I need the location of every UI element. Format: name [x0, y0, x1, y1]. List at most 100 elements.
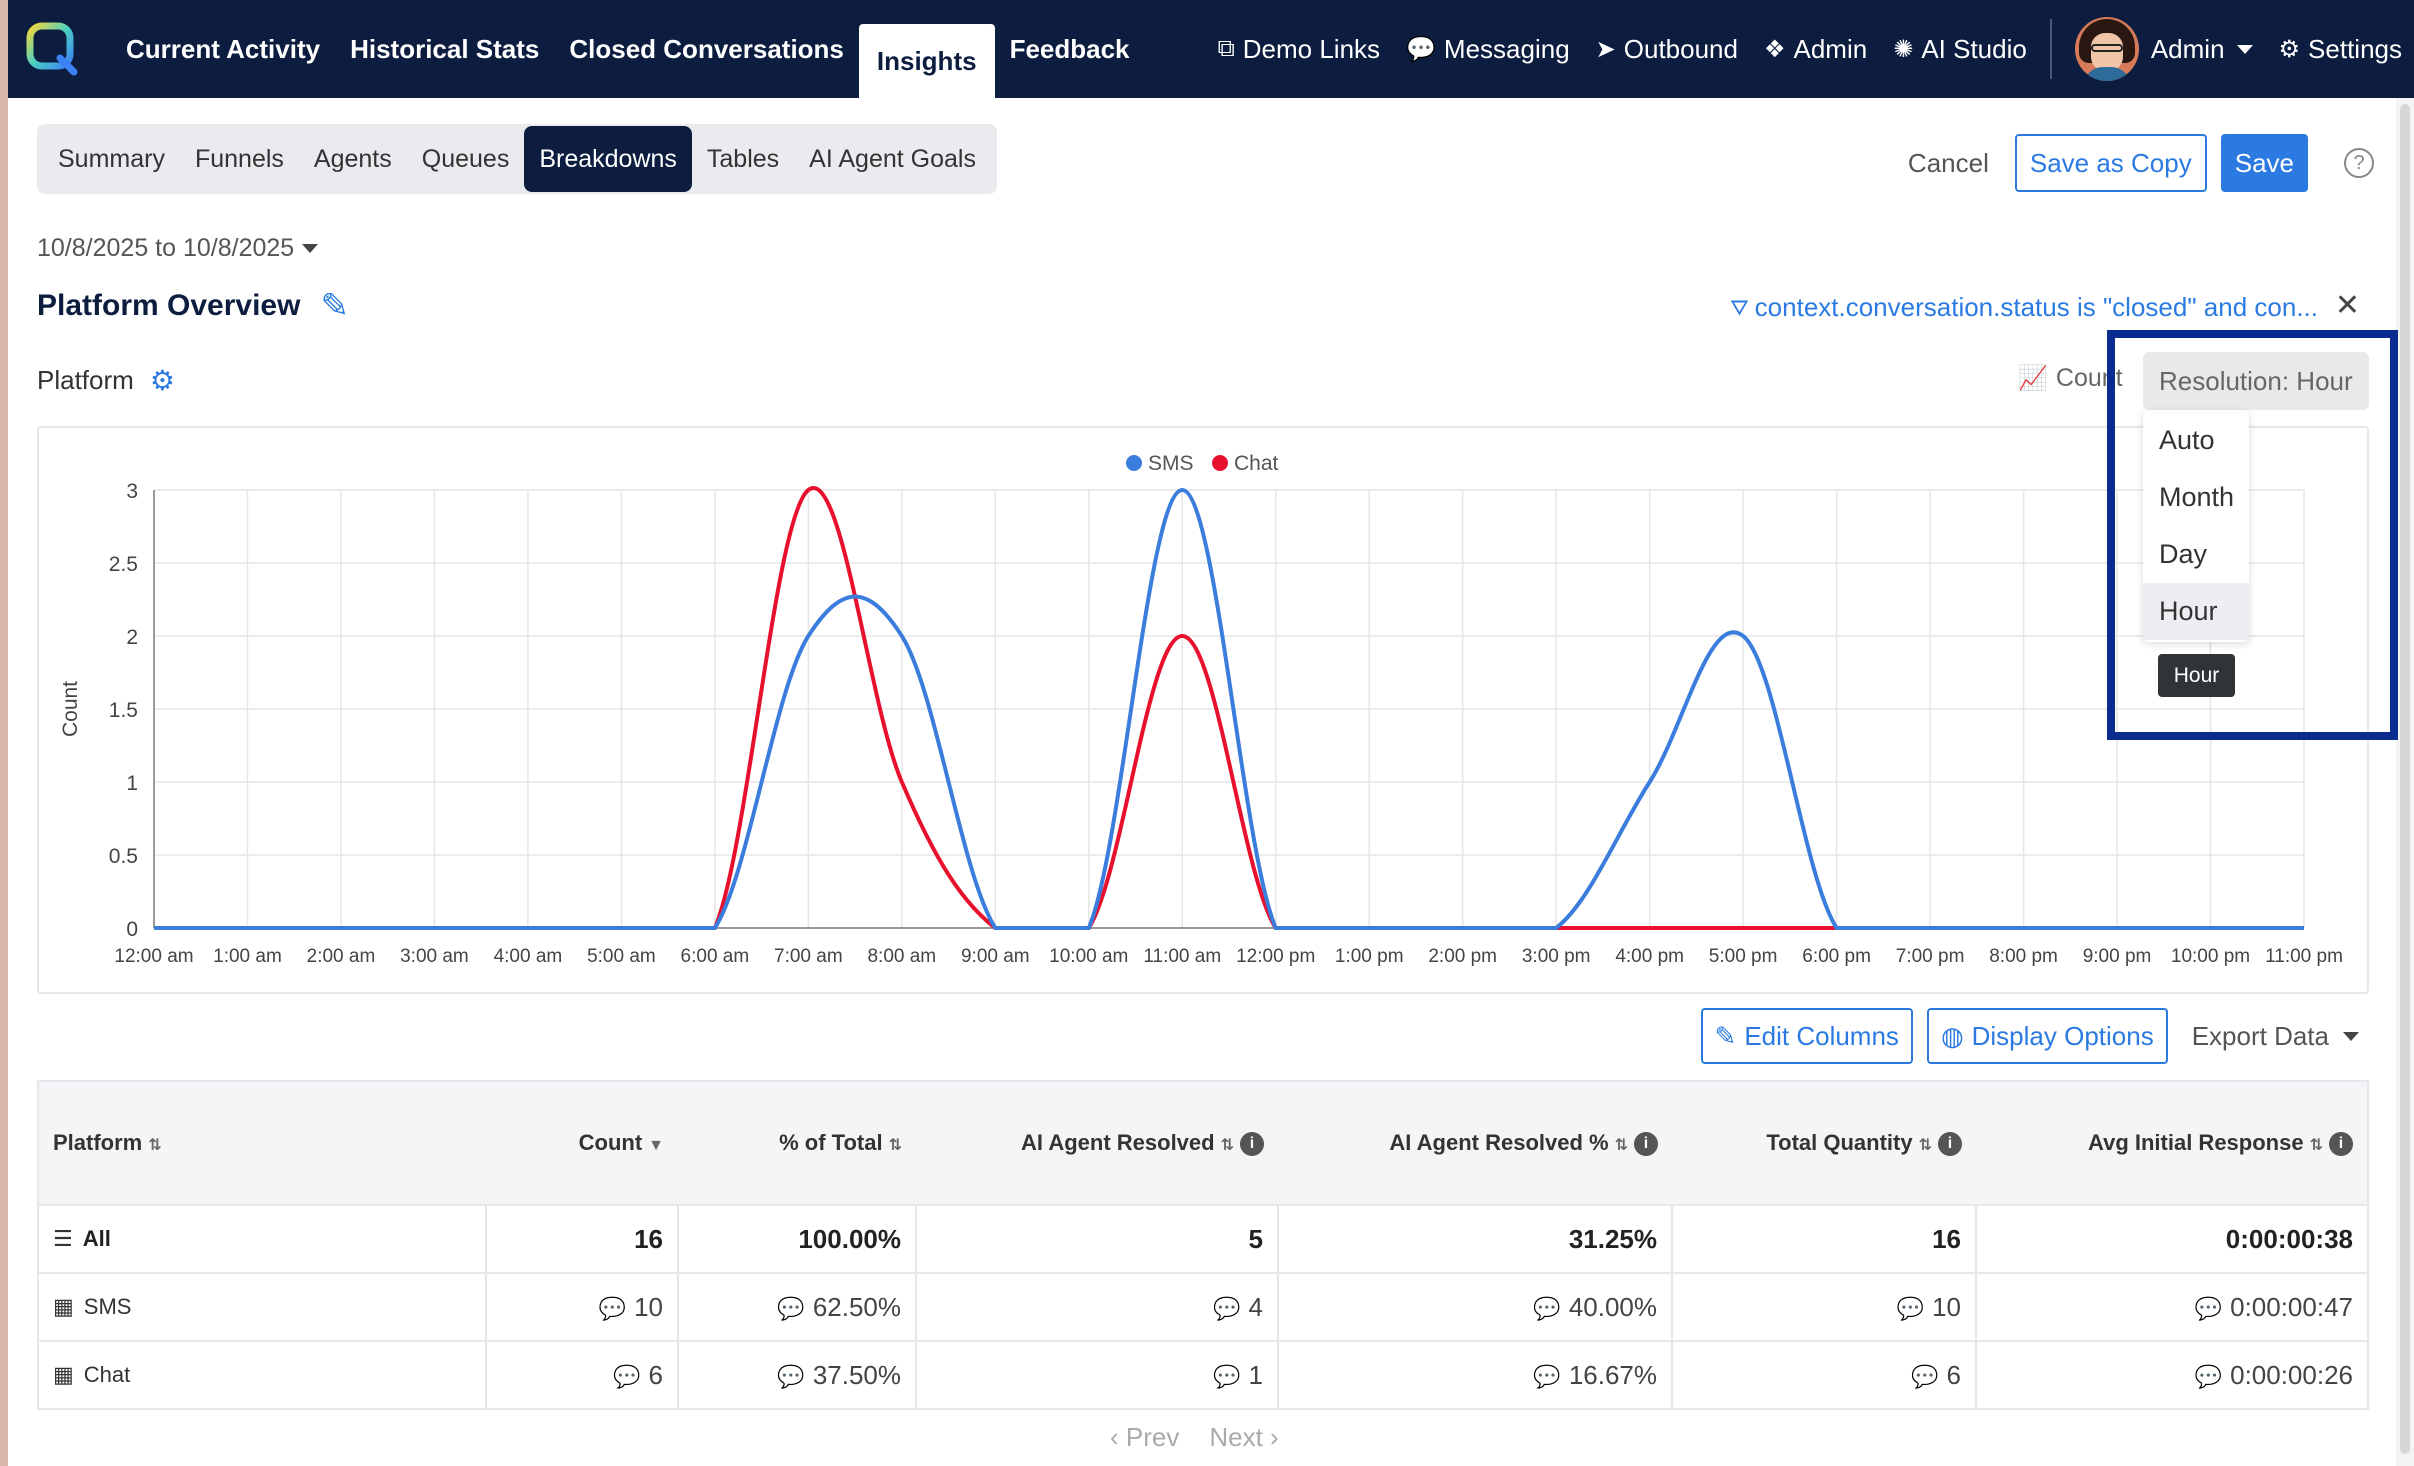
y-tick-label: 2: [126, 626, 138, 649]
date-range-label: 10/8/2025 to 10/8/2025: [37, 234, 295, 262]
y-tick-label: 1.5: [109, 699, 138, 722]
table-row-all[interactable]: ☰ All 16 100.00% 5 31.25% 16 0:00:00:38: [38, 1204, 2368, 1273]
tab-queues[interactable]: Queues: [421, 144, 510, 173]
col-total-quantity[interactable]: Total Quantity ⇅ i: [1672, 1081, 1976, 1205]
col-ai-resolved-pct[interactable]: AI Agent Resolved % ⇅ i: [1278, 1081, 1672, 1205]
prev-button[interactable]: ‹ Prev: [1110, 1422, 1180, 1452]
nav-outbound[interactable]: ➤ Outbound: [1583, 34, 1751, 65]
cell-count[interactable]: 💬 10: [485, 1272, 678, 1341]
nav-settings-label: Settings: [2308, 33, 2402, 64]
resolution-option-month[interactable]: Month: [2159, 482, 2235, 512]
info-icon[interactable]: i: [2329, 1132, 2353, 1157]
insights-subtabs: Summary Funnels Agents Queues Breakdowns…: [37, 124, 997, 194]
cell-ai-resolved[interactable]: 💬 1: [915, 1340, 1278, 1409]
active-filter[interactable]: ⛛ context.conversation.status is "closed…: [1730, 292, 2318, 323]
nav-closed-conversations[interactable]: Closed Conversations: [569, 33, 844, 64]
nav-historical-stats[interactable]: Historical Stats: [350, 33, 540, 64]
next-label: Next: [1209, 1422, 1263, 1452]
col-ai-resolved[interactable]: AI Agent Resolved ⇅ i: [916, 1081, 1278, 1205]
edit-columns-button[interactable]: ✎ Edit Columns: [1700, 1008, 1913, 1064]
sort-icon: ⇅: [1220, 1136, 1234, 1154]
page-scrollbar[interactable]: [2396, 98, 2414, 1466]
cell-total-quantity[interactable]: 💬 10: [1671, 1272, 1976, 1341]
export-data-button[interactable]: Export Data: [2182, 1021, 2369, 1052]
nav-settings[interactable]: ⚙ Settings: [2266, 34, 2414, 65]
cell-ai-resolved-pct[interactable]: 💬 16.67%: [1277, 1340, 1672, 1409]
info-icon[interactable]: i: [1634, 1132, 1658, 1157]
resolution-dropdown-button[interactable]: Resolution: Hour: [2143, 352, 2369, 410]
col-platform[interactable]: Platform ⇅: [38, 1081, 486, 1205]
legend-label-chat: Chat: [1234, 452, 1279, 475]
nav-current-activity[interactable]: Current Activity: [126, 33, 321, 64]
table-row-chat[interactable]: ▦ Chat 💬 6 💬 37.50% 💬 1 💬 16.67% 💬 6 💬 0:00:00:…: [38, 1340, 2368, 1409]
cell-percent[interactable]: 💬 37.50%: [677, 1340, 916, 1409]
y-tick-label: 2.5: [109, 553, 138, 576]
nav-ai-studio[interactable]: ✺ AI Studio: [1880, 34, 2040, 65]
comments-icon: 💬: [2194, 1295, 2223, 1321]
cell-ai-resolved-pct[interactable]: 💬 40.00%: [1277, 1272, 1672, 1341]
nav-messaging[interactable]: 💬 Messaging: [1393, 34, 1583, 65]
save-button[interactable]: Save: [2220, 134, 2308, 192]
nav-insights[interactable]: Insights: [858, 24, 995, 98]
caret-down-icon: [302, 244, 319, 253]
x-tick-label: 12:00 pm: [1236, 946, 1315, 967]
resolution-option-hour[interactable]: Hour: [2143, 583, 2249, 640]
row-label-text: Chat: [83, 1362, 131, 1387]
date-range-picker[interactable]: 10/8/2025 to 10/8/2025: [37, 234, 319, 263]
close-icon[interactable]: ✕: [2334, 289, 2360, 322]
col-percent-total[interactable]: % of Total ⇅: [678, 1081, 916, 1205]
table-row-sms[interactable]: ▦ SMS 💬 10 💬 62.50% 💬 4 💬 40.00% 💬 10 💬 0:00:00…: [38, 1272, 2368, 1341]
tab-ai-agent-goals[interactable]: AI Agent Goals: [809, 144, 976, 173]
row-label: ☰ All: [38, 1204, 486, 1273]
cell-count: 16: [485, 1204, 678, 1273]
col-avg-initial-response[interactable]: Avg Initial Response ⇅ i: [1976, 1081, 2368, 1205]
y-axis-label: Count: [59, 681, 82, 737]
row-label: ▦ SMS: [38, 1272, 486, 1341]
display-options-button[interactable]: ◍ Display Options: [1926, 1008, 2168, 1064]
cell-count[interactable]: 💬 6: [485, 1340, 678, 1409]
next-button[interactable]: Next ›: [1209, 1422, 1279, 1452]
col-total-quantity-label: Total Quantity: [1766, 1129, 1913, 1155]
caret-down-icon: [2236, 44, 2253, 54]
tab-summary[interactable]: Summary: [58, 144, 165, 173]
tab-tables[interactable]: Tables: [706, 144, 780, 173]
section-header: Platform ⚙: [37, 364, 175, 397]
resolution-option-auto[interactable]: Auto: [2159, 425, 2215, 455]
cell-ai-resolved-pct: 31.25%: [1277, 1204, 1672, 1273]
scrollbar-thumb[interactable]: [2400, 104, 2410, 1454]
help-icon[interactable]: ?: [2344, 148, 2374, 178]
cell-total-quantity[interactable]: 💬 6: [1671, 1340, 1976, 1409]
tab-funnels[interactable]: Funnels: [194, 144, 284, 173]
cell-ai-resolved: 5: [915, 1204, 1278, 1273]
user-menu[interactable]: Admin: [2062, 17, 2266, 81]
nav-admin-tools[interactable]: ❖ Admin: [1751, 34, 1880, 65]
nav-feedback[interactable]: Feedback: [1009, 33, 1130, 64]
comments-icon: 💬: [598, 1295, 627, 1321]
brain-icon: ✺: [1893, 35, 1914, 63]
info-icon[interactable]: i: [1938, 1132, 1962, 1157]
comments-icon: 💬: [777, 1295, 805, 1321]
sort-icon: ⇅: [148, 1137, 162, 1154]
prev-label: Prev: [1125, 1422, 1180, 1452]
col-count[interactable]: Count ▼: [486, 1081, 678, 1205]
cell-avg-initial-response[interactable]: 💬 0:00:00:47: [1975, 1272, 2368, 1341]
save-as-copy-button[interactable]: Save as Copy: [2014, 134, 2207, 192]
gear-icon[interactable]: ⚙: [149, 365, 175, 396]
cell-percent[interactable]: 💬 62.50%: [677, 1272, 916, 1341]
cell-value: 6: [648, 1359, 663, 1390]
tab-breakdowns[interactable]: Breakdowns: [524, 126, 692, 192]
cell-avg-initial-response[interactable]: 💬 0:00:00:26: [1975, 1340, 2368, 1409]
nav-demo-links[interactable]: ⧉ Demo Links: [1205, 34, 1393, 65]
x-tick-label: 6:00 pm: [1802, 946, 1871, 967]
pencil-icon: ✎: [1714, 1020, 1737, 1051]
info-icon[interactable]: i: [1240, 1132, 1264, 1157]
cancel-button[interactable]: Cancel: [1907, 147, 1989, 178]
tab-agents[interactable]: Agents: [313, 144, 392, 173]
pencil-icon[interactable]: ✎: [320, 287, 349, 325]
legend-marker-chat: [1212, 455, 1228, 471]
cell-ai-resolved[interactable]: 💬 4: [915, 1272, 1278, 1341]
resolution-option-day[interactable]: Day: [2159, 539, 2208, 569]
app-logo-icon[interactable]: [26, 22, 80, 76]
series-line-chat: [153, 485, 2304, 931]
nav-admin-tools-label: Admin: [1793, 33, 1868, 64]
